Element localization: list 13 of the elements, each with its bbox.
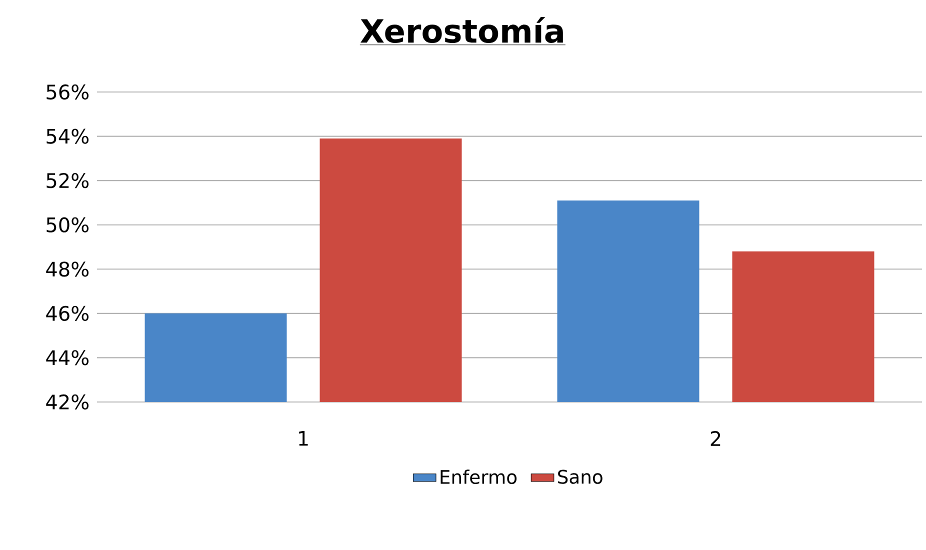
y-tick-label: 44% (46, 350, 89, 366)
y-tick-label: 50% (46, 217, 89, 232)
legend-label: Enfermo (440, 470, 517, 484)
y-tick-label: 48% (46, 262, 89, 277)
x-tick-label: 1 (299, 431, 308, 446)
x-tick-label: 2 (710, 431, 720, 446)
chart-title: Xerostomía (360, 16, 563, 44)
y-tick-label: 56% (46, 84, 89, 100)
y-tick-label: 52% (46, 173, 89, 188)
y-tick-label: 46% (46, 306, 89, 321)
y-tick-label: 54% (46, 128, 89, 144)
y-tick-label: 42% (46, 394, 89, 410)
legend-label: Sano (558, 470, 602, 484)
